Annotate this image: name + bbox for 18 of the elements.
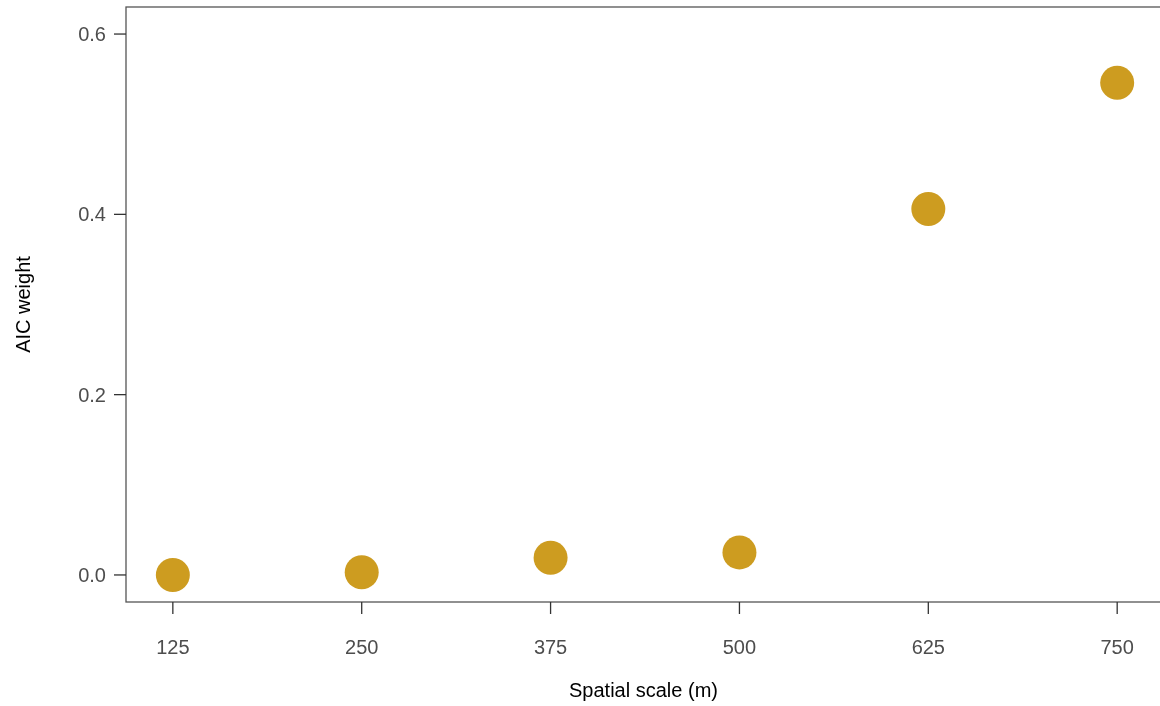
point <box>722 535 757 570</box>
x-tick-label: 750 <box>1100 636 1134 658</box>
x-tick-label: 250 <box>345 636 379 658</box>
x-tick-label: 625 <box>911 636 945 658</box>
y-axis-title: AIC weight <box>12 255 34 353</box>
y-tick-label: 0.6 <box>78 23 106 46</box>
point <box>1100 65 1135 100</box>
point <box>533 540 568 575</box>
x-tick-label: 375 <box>533 636 568 658</box>
y-tick-label: 0.0 <box>78 563 106 586</box>
point <box>911 191 946 226</box>
x-tick-label: 125 <box>156 636 190 658</box>
y-tick-label: 0.2 <box>78 383 106 406</box>
x-tick-label: 500 <box>722 636 757 658</box>
x-axis-title: Spatial scale (m) <box>569 679 718 701</box>
point <box>155 557 190 592</box>
y-tick-label: 0.4 <box>78 203 106 226</box>
point <box>344 555 379 590</box>
